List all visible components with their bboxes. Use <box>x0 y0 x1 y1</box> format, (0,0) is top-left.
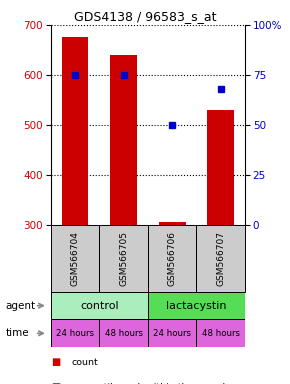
Bar <box>51 225 99 292</box>
Bar <box>99 225 148 292</box>
Text: 24 hours: 24 hours <box>153 329 191 338</box>
Bar <box>207 110 234 225</box>
Text: count: count <box>71 358 98 367</box>
Text: 24 hours: 24 hours <box>56 329 94 338</box>
Text: percentile rank within the sample: percentile rank within the sample <box>71 383 231 384</box>
Bar <box>51 319 99 347</box>
Text: GSM566705: GSM566705 <box>119 231 128 286</box>
Text: time: time <box>6 328 29 338</box>
Bar <box>51 292 148 319</box>
Bar <box>196 225 245 292</box>
Text: 48 hours: 48 hours <box>105 329 143 338</box>
Text: GSM566707: GSM566707 <box>216 231 225 286</box>
Bar <box>148 319 196 347</box>
Text: ■: ■ <box>51 382 60 384</box>
Text: agent: agent <box>6 301 36 311</box>
Text: lactacystin: lactacystin <box>166 301 227 311</box>
Bar <box>110 55 137 225</box>
Bar <box>99 319 148 347</box>
Text: GDS4138 / 96583_s_at: GDS4138 / 96583_s_at <box>74 10 216 23</box>
Bar <box>148 225 196 292</box>
Text: 48 hours: 48 hours <box>202 329 240 338</box>
Text: ■: ■ <box>51 358 60 367</box>
Bar <box>196 319 245 347</box>
Text: GSM566706: GSM566706 <box>168 231 177 286</box>
Bar <box>148 292 245 319</box>
Bar <box>159 222 186 225</box>
Text: control: control <box>80 301 119 311</box>
Text: GSM566704: GSM566704 <box>70 231 79 286</box>
Bar <box>62 38 88 225</box>
